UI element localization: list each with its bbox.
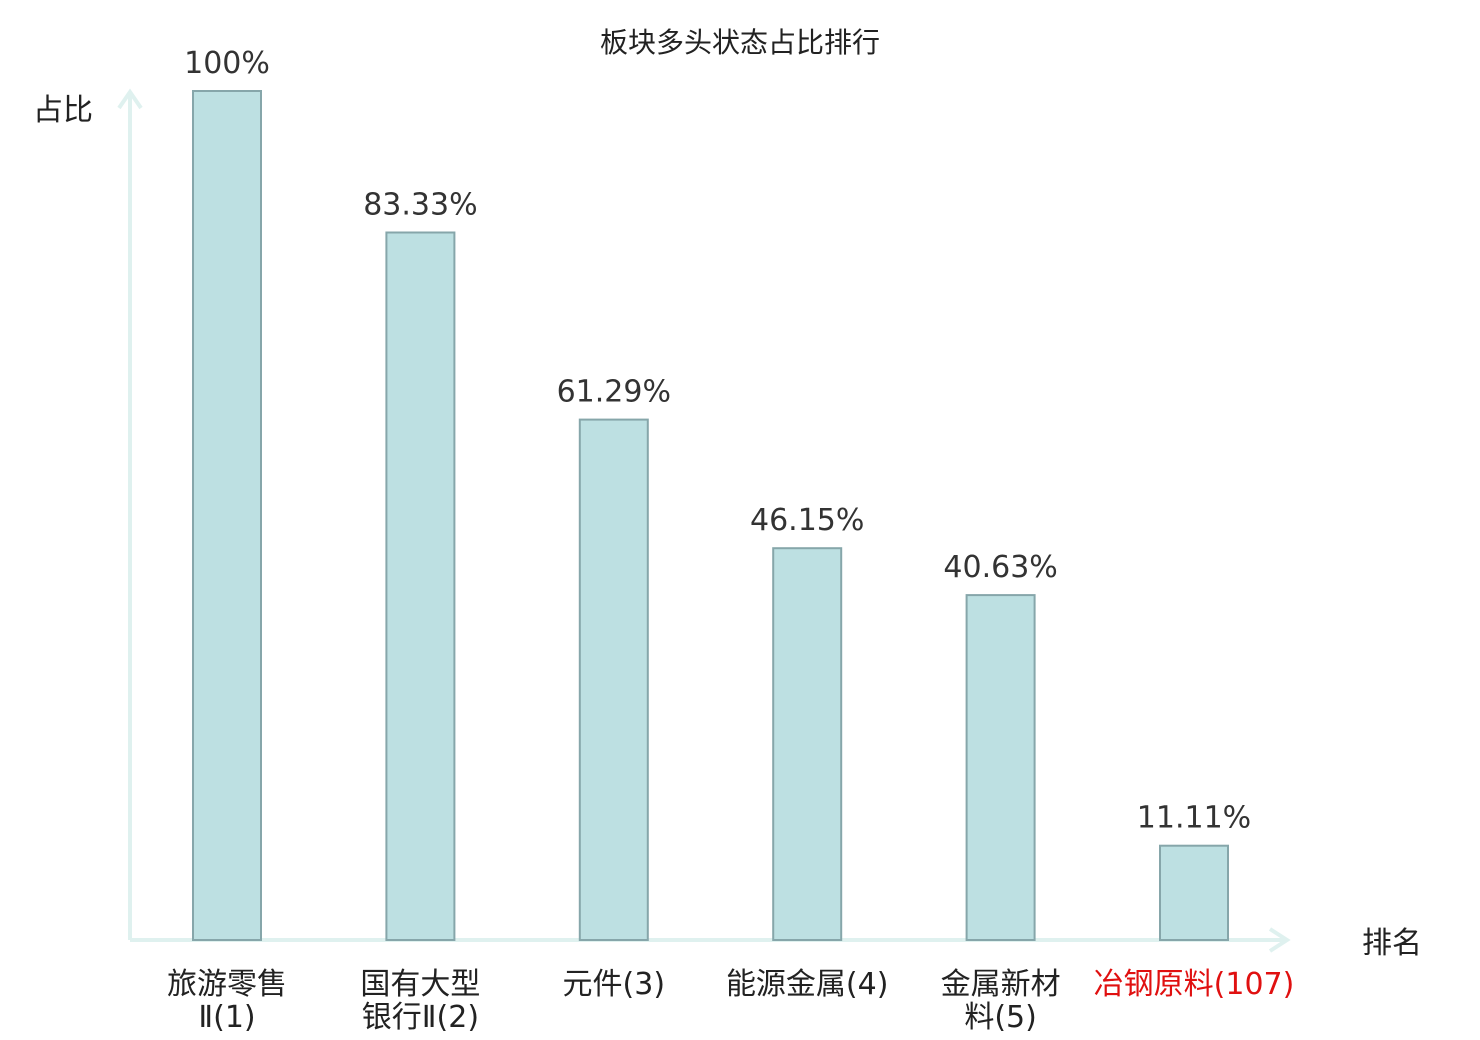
- x-axis-arrow: [1268, 927, 1291, 953]
- data-label: 100%: [184, 46, 270, 81]
- bar: [1159, 844, 1229, 942]
- tick-label: 旅游零售 Ⅱ(1): [167, 967, 287, 1035]
- data-label: 83.33%: [363, 188, 477, 223]
- data-label: 46.15%: [750, 503, 864, 538]
- y-axis-label: 占比: [33, 93, 93, 128]
- data-label: 11.11%: [1137, 801, 1251, 836]
- value-labels-group: 100% 83.33% 61.29% 46.15% 40.63% 11.11%: [184, 46, 1251, 836]
- tick-label: 国有大型银行Ⅱ(2): [360, 967, 480, 1035]
- tick-label: 能源金属(4): [726, 967, 889, 1002]
- y-axis-arrow: [117, 88, 143, 110]
- data-label: 40.63%: [943, 550, 1057, 585]
- bar: [578, 418, 649, 942]
- tick-label: 金属新材料(5): [941, 967, 1061, 1035]
- bar: [192, 90, 262, 941]
- bar: [385, 231, 456, 941]
- data-label: 61.29%: [557, 375, 671, 410]
- bars-group: [192, 90, 1229, 942]
- x-axis-label: 排名: [1362, 926, 1422, 961]
- tick-label: 冶钢原料(107): [1094, 967, 1295, 1002]
- tick-label: 元件(3): [563, 967, 666, 1002]
- bar: [772, 547, 843, 941]
- category-labels-group: 旅游零售 Ⅱ(1) 国有大型银行Ⅱ(2) 元件(3) 能源金属(4) 金属新材料(5) 冶钢…: [167, 967, 1294, 1035]
- chart-title: 板块多头状态占比排行: [600, 26, 880, 59]
- bar: [965, 594, 1036, 941]
